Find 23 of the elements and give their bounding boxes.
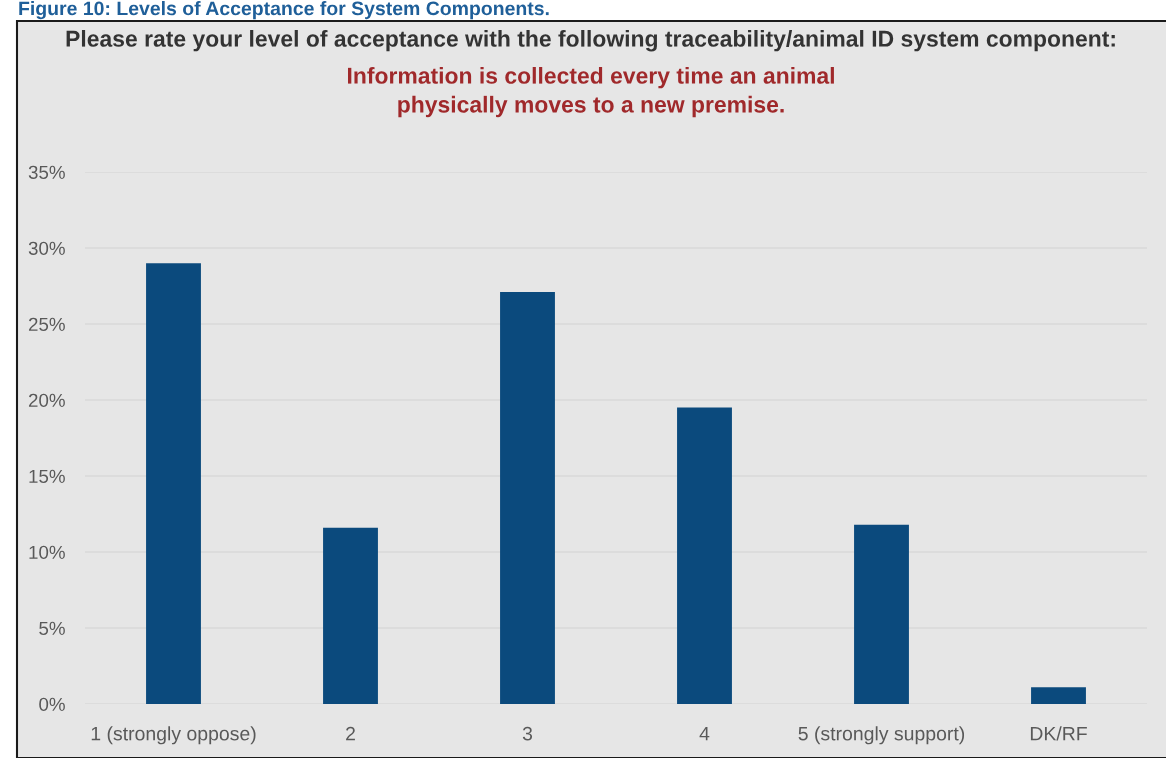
- x-tick-label: 4: [699, 726, 710, 741]
- chart-subtitle: Information is collected every time an animal physically moves to a new premise.: [348, 67, 834, 118]
- bar: [1031, 687, 1086, 704]
- y-tick-label: 20%: [28, 393, 65, 407]
- bar: [677, 407, 732, 704]
- bar: [146, 263, 201, 704]
- x-tick-label: 1 (strongly oppose): [91, 726, 256, 745]
- x-tick-label: 3: [522, 726, 533, 741]
- caption: Figure 10: Levels of Acceptance for System Components.: [19, 1, 549, 20]
- y-tick-label: 10%: [29, 545, 65, 559]
- x-tick-label: 2: [346, 726, 355, 741]
- y-tick-label: 25%: [28, 317, 65, 331]
- x-tick-label: DK/RF: [1030, 726, 1087, 741]
- bar: [854, 524, 909, 704]
- y-tick-label: 0%: [39, 697, 65, 711]
- y-tick-label: 30%: [28, 241, 65, 255]
- x-tick-label: 5 (strongly support): [798, 726, 965, 745]
- y-tick-label: 15%: [29, 469, 65, 483]
- y-tick-label: 35%: [28, 165, 65, 179]
- y-tick-label: 5%: [39, 621, 65, 635]
- chart-title: Please rate your level of acceptance with the following traceability/animal ID system component:: [66, 30, 1115, 52]
- bar: [323, 527, 378, 704]
- bar: [500, 292, 555, 704]
